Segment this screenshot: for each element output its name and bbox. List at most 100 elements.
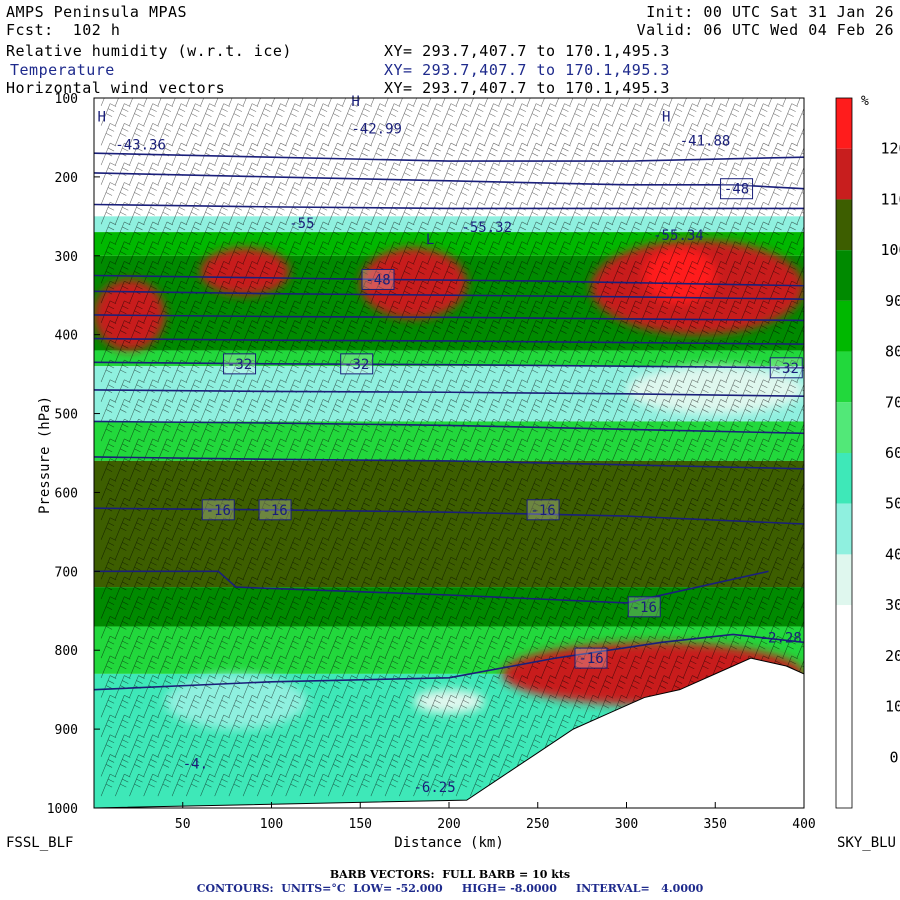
wind-barb [626, 142, 642, 166]
wind-barb [654, 123, 671, 146]
wind-barb [370, 280, 387, 304]
wind-barb [754, 478, 770, 501]
wind-barb [484, 714, 500, 738]
wind-barb [413, 201, 429, 225]
wind-barb [711, 478, 727, 501]
wind-barb [711, 556, 727, 580]
wind-barb [186, 261, 202, 284]
wind-barb [129, 773, 145, 797]
wind-barb [242, 320, 259, 343]
rh-layer [94, 460, 804, 588]
wind-barb [612, 478, 628, 501]
colorbar-swatch [836, 250, 852, 301]
wind-barb [441, 300, 458, 323]
wind-barb [143, 201, 159, 225]
wind-barb [214, 359, 230, 383]
temperature-contour [94, 420, 804, 435]
wind-barb [285, 635, 301, 659]
wind-barb [441, 142, 458, 166]
wind-barb [257, 773, 273, 797]
wind-barb [171, 655, 188, 678]
wind-barb [427, 300, 443, 323]
colorbar: %1201101009080706050403020100 [835, 94, 900, 809]
wind-barb [470, 635, 486, 659]
wind-barb [640, 103, 656, 126]
wind-barb [782, 103, 798, 126]
wind-barb [583, 517, 600, 540]
wind-barb [626, 399, 642, 422]
wind-barb [100, 320, 117, 343]
wind-barb [200, 517, 216, 540]
wind-barb [739, 418, 756, 442]
wind-barb [171, 201, 188, 225]
wind-barb [668, 616, 685, 639]
wind-barb [484, 162, 500, 185]
wind-barb [512, 162, 529, 185]
wind-barb [271, 418, 287, 442]
wind-barb [129, 478, 145, 501]
wind-barb [484, 655, 500, 678]
wind-barb [143, 182, 159, 205]
wind-barb [484, 142, 500, 166]
wind-barb [768, 261, 784, 284]
wind-barb [484, 280, 500, 304]
wind-barb [399, 359, 415, 383]
wind-barb [115, 241, 131, 264]
wind-barb [171, 103, 188, 126]
wind-barb [512, 379, 529, 402]
wind-barb [612, 261, 628, 284]
temperature-contour [94, 290, 804, 300]
wind-barb [356, 201, 372, 225]
wind-barb [129, 438, 145, 462]
wind-barb [441, 616, 458, 639]
wind-barb [441, 162, 458, 185]
wind-barb [186, 399, 202, 422]
wind-barb [711, 162, 727, 185]
wind-barb [555, 497, 571, 521]
wind-barb [271, 478, 287, 501]
wind-barb [512, 714, 529, 738]
wind-barb [711, 261, 727, 284]
wind-barb [328, 616, 344, 639]
wind-barb [370, 142, 387, 166]
wind-barb [455, 675, 472, 698]
wind-barb [541, 655, 557, 678]
wind-barb [186, 320, 202, 343]
wind-barb [541, 280, 557, 304]
wind-barb [654, 162, 671, 185]
wind-barb [157, 241, 174, 264]
wind-barb [768, 320, 784, 343]
wind-barb [299, 261, 316, 284]
wind-barb [115, 773, 131, 797]
wind-barb [285, 103, 301, 126]
wind-barb [739, 280, 756, 304]
wind-barb [399, 123, 415, 146]
wind-barb [242, 399, 259, 422]
wind-barb [328, 517, 344, 540]
wind-barb [640, 300, 656, 323]
wind-barb [171, 399, 188, 422]
wind-barb [526, 478, 543, 501]
wind-barb [384, 241, 401, 264]
wind-barb [242, 201, 259, 225]
wind-barb [143, 754, 159, 777]
colorbar-label: 0 [889, 748, 898, 766]
wind-barb [271, 399, 287, 422]
y-axis-label: Pressure (hPa) [37, 396, 53, 514]
wind-barb [115, 103, 131, 126]
temperature-contour [94, 361, 804, 369]
wind-barb [328, 754, 344, 777]
wind-barb [157, 734, 174, 757]
wind-barb [171, 142, 188, 166]
wind-barb [328, 399, 344, 422]
wind-barb [413, 300, 429, 323]
wind-barb [612, 399, 628, 422]
wind-barb [640, 123, 656, 146]
wind-barb [115, 635, 131, 659]
wind-barb [342, 201, 358, 225]
wind-barb [441, 655, 458, 678]
wind-barb [171, 714, 188, 738]
wind-barb [441, 399, 458, 422]
wind-barb [157, 300, 174, 323]
wind-barb [697, 300, 713, 323]
